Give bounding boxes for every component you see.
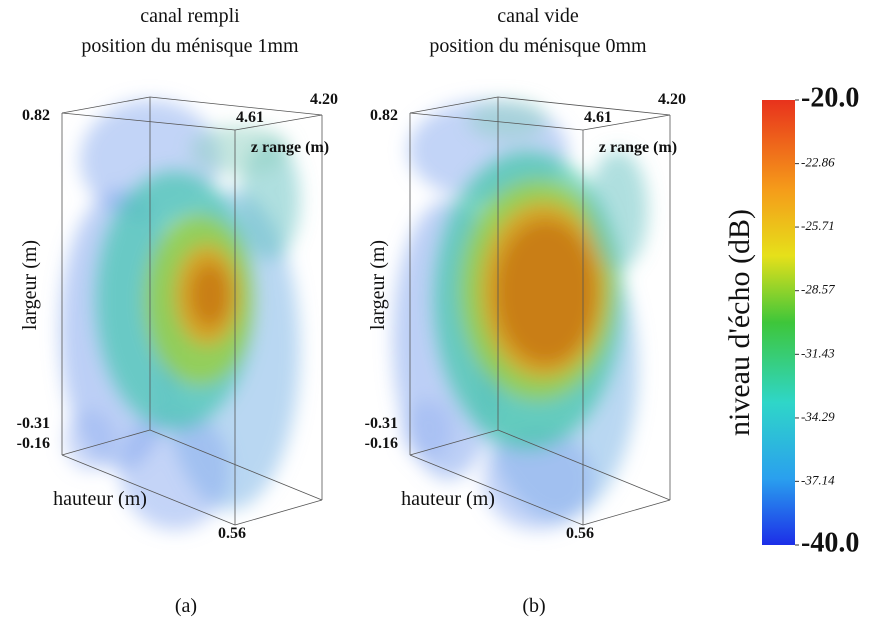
y-axis-label: largeur (m) [367,240,389,330]
corner-label: 0.82 [370,107,398,124]
colorbar-tick-label: -28.57 [801,282,835,297]
colorbar-tick-label: -22.86 [801,155,835,170]
volume-blob [496,220,596,364]
corner-label: 4.61 [236,109,264,126]
volume-blob [588,150,648,270]
colorbar-tick-label: -40.0 [801,527,859,558]
panel-title: canal vide [497,5,579,27]
volume-blob [190,263,230,327]
box-edge [497,429,671,501]
box-edge [582,114,671,131]
colorbar-label: niveau d'écho (dB) [723,209,756,436]
box-edge [497,96,671,116]
x-axis-label: hauteur (m) [401,488,495,510]
colorbar-tick-label: -34.29 [801,409,835,424]
volume-blob [468,100,548,140]
panel-caption: (b) [522,595,545,617]
colorbar-tick-label: -20.0 [801,82,859,113]
box-edge [149,96,323,116]
panel-title: canal rempli [140,5,240,27]
volume-blob [403,400,453,460]
box-edge [61,112,236,131]
corner-label: 4.20 [310,91,338,108]
x-axis-label: hauteur (m) [53,488,147,510]
corner-label: 0.56 [218,525,246,542]
corner-label: 4.61 [584,109,612,126]
panel-title: position du ménisque 0mm [429,35,647,57]
corner-label: -0.31 [17,415,50,432]
volume-blob [120,410,230,530]
panel: canal rempli position du ménisque 1mm 0.82… [17,5,338,617]
box-edge [61,454,236,526]
volume-blob [65,410,115,470]
volume-render [60,100,300,530]
corner-label: -0.31 [365,415,398,432]
colorbar-tick-label: -37.14 [801,472,835,487]
panel: canal vide position du ménisque 0mm 0.82 4.… [365,5,686,617]
corner-label: 0.56 [566,525,594,542]
box-edge [61,96,151,114]
box-edge [61,429,151,456]
box-edge [409,112,584,131]
panel-caption: (a) [175,595,197,617]
panel-title: position du ménisque 1mm [81,35,299,57]
box-edge [234,499,323,526]
y-axis-label: largeur (m) [19,240,41,330]
corner-label: 0.82 [22,107,50,124]
box-edge [409,96,499,114]
corner-label: -0.16 [365,435,398,452]
colorbar-tick-label: -25.71 [801,218,835,233]
colorbar-tick-label: -31.43 [801,345,835,360]
corner-label: 4.20 [658,91,686,108]
volume-blob [190,125,290,175]
box-edge [149,429,323,501]
corner-label: -0.16 [17,435,50,452]
z-axis-label: z range (m) [599,139,677,156]
box-edge [582,499,671,526]
box-edge [234,114,323,131]
box-edge [409,429,499,456]
volume-blob [483,430,593,530]
colorbar [762,100,795,545]
volume-render [393,100,648,530]
box-edge [409,454,584,526]
z-axis-label: z range (m) [251,139,329,156]
